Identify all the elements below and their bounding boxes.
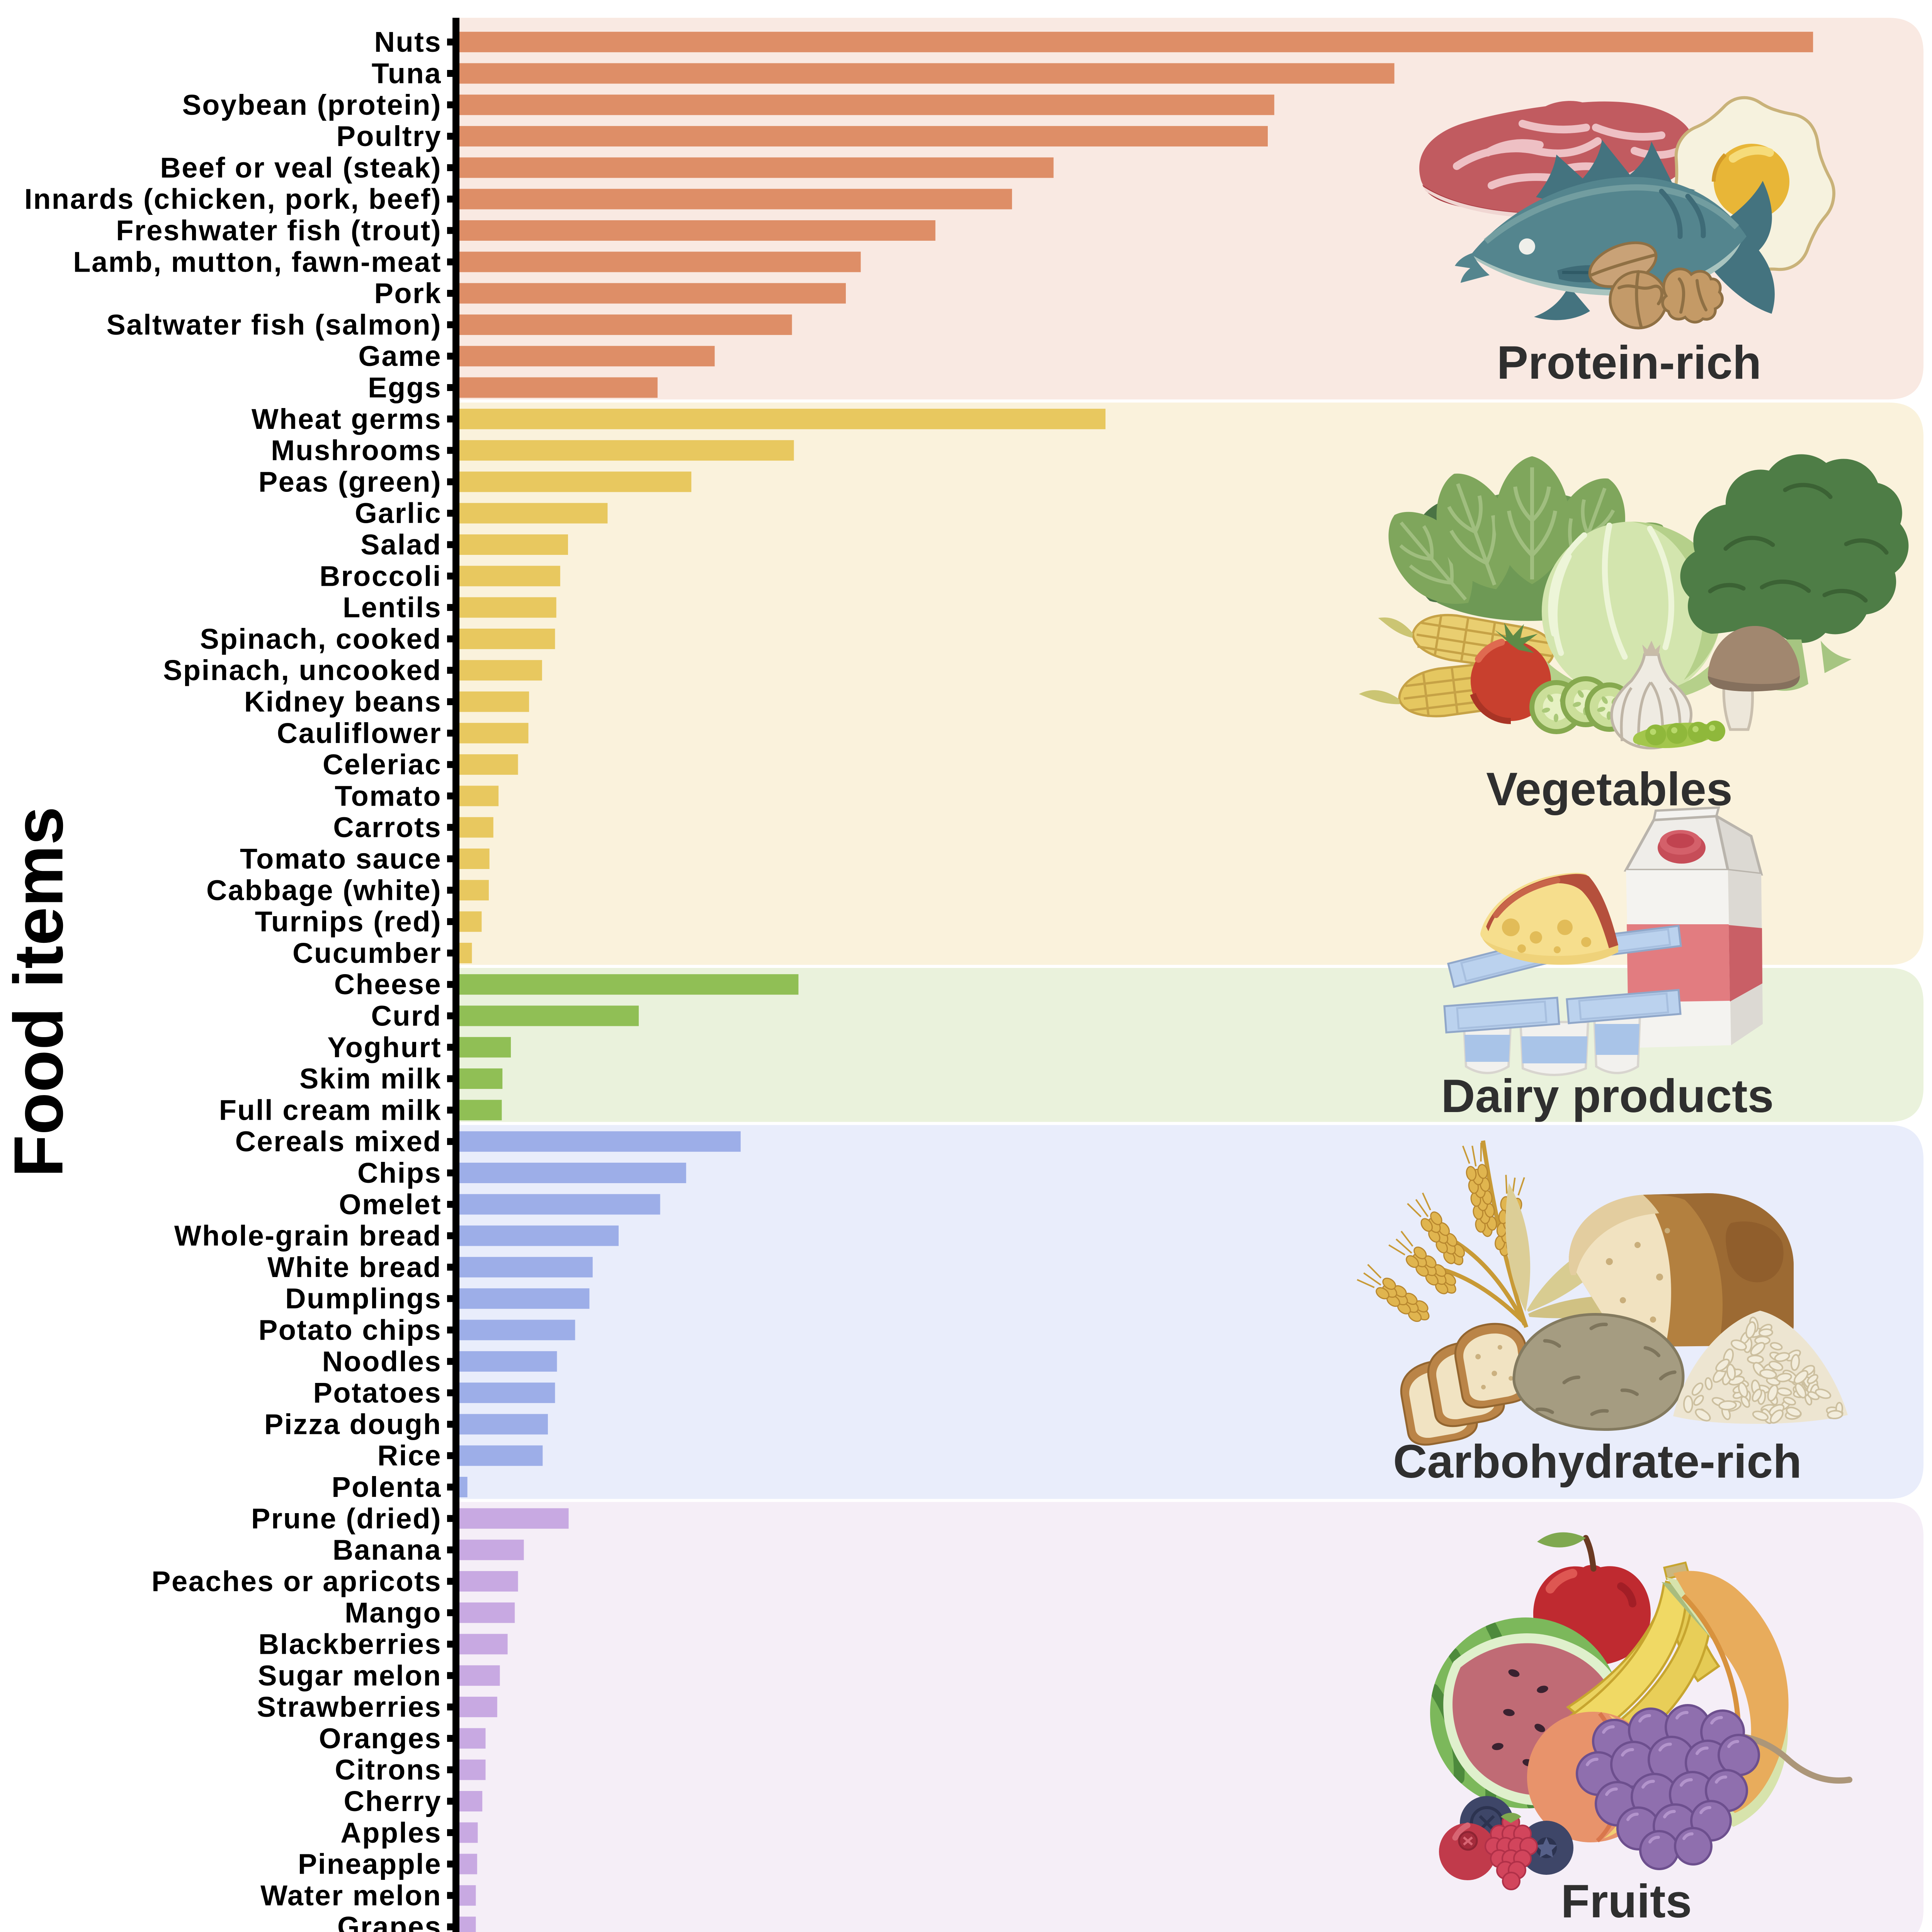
svg-text:Kidney beans: Kidney beans	[244, 686, 442, 718]
svg-text:Vegetables: Vegetables	[1486, 763, 1732, 815]
svg-text:Carrots: Carrots	[333, 811, 442, 844]
svg-text:Game: Game	[358, 340, 442, 372]
svg-text:Wheat germs: Wheat germs	[252, 403, 442, 435]
svg-text:Cucumber: Cucumber	[293, 937, 442, 969]
svg-text:Food items: Food items	[0, 806, 78, 1177]
svg-text:Cherry: Cherry	[344, 1785, 442, 1817]
svg-text:Water melon: Water melon	[260, 1879, 442, 1912]
svg-text:Grapes: Grapes	[337, 1911, 442, 1932]
svg-text:Citrons: Citrons	[335, 1754, 442, 1786]
svg-text:Eggs: Eggs	[368, 372, 442, 404]
svg-text:Prune (dried): Prune (dried)	[251, 1502, 442, 1534]
svg-text:Mango: Mango	[345, 1597, 442, 1629]
svg-text:Protein-rich: Protein-rich	[1497, 336, 1762, 389]
svg-text:Freshwater fish (trout): Freshwater fish (trout)	[116, 214, 442, 247]
svg-text:Dairy products: Dairy products	[1441, 1070, 1774, 1122]
svg-text:Oranges: Oranges	[319, 1722, 442, 1754]
svg-text:Blackberries: Blackberries	[259, 1628, 442, 1660]
svg-text:Peaches or apricots: Peaches or apricots	[151, 1565, 442, 1597]
svg-text:Pineapple: Pineapple	[298, 1848, 442, 1880]
svg-text:Banana: Banana	[333, 1534, 442, 1566]
svg-text:Yoghurt: Yoghurt	[327, 1031, 442, 1063]
svg-text:Cauliflower: Cauliflower	[277, 717, 442, 749]
svg-text:Garlic: Garlic	[355, 497, 442, 529]
svg-text:Pork: Pork	[374, 277, 442, 310]
svg-text:Carbohydrate-rich: Carbohydrate-rich	[1393, 1435, 1802, 1488]
svg-text:Skim milk: Skim milk	[299, 1063, 442, 1095]
svg-text:Chips: Chips	[357, 1157, 442, 1189]
svg-text:Mushrooms: Mushrooms	[271, 434, 442, 466]
svg-text:Tuna: Tuna	[372, 58, 442, 90]
svg-text:Tomato sauce: Tomato sauce	[240, 843, 442, 875]
svg-text:Celeriac: Celeriac	[323, 748, 442, 781]
svg-text:Broccoli: Broccoli	[320, 560, 442, 592]
svg-text:Curd: Curd	[371, 1000, 442, 1032]
svg-text:Poultry: Poultry	[337, 120, 442, 152]
svg-text:Lentils: Lentils	[343, 592, 442, 624]
svg-text:Saltwater fish (salmon): Saltwater fish (salmon)	[106, 309, 442, 341]
svg-text:Apples: Apples	[340, 1816, 442, 1849]
svg-text:Peas (green): Peas (green)	[259, 466, 442, 498]
svg-text:Lamb, mutton, fawn-meat: Lamb, mutton, fawn-meat	[73, 246, 442, 278]
svg-text:Innards (chicken, pork, beef): Innards (chicken, pork, beef)	[24, 183, 442, 215]
svg-text:Salad: Salad	[361, 529, 442, 561]
svg-text:Noodles: Noodles	[322, 1345, 442, 1378]
svg-text:Strawberries: Strawberries	[257, 1691, 442, 1723]
svg-text:Fruits: Fruits	[1561, 1875, 1692, 1927]
svg-text:Spinach, cooked: Spinach, cooked	[200, 623, 442, 655]
svg-text:Dumplings: Dumplings	[285, 1282, 442, 1315]
svg-text:Turnips (red): Turnips (red)	[255, 906, 442, 938]
svg-text:Whole-grain bread: Whole-grain bread	[174, 1220, 442, 1252]
svg-text:Polenta: Polenta	[332, 1471, 442, 1503]
svg-text:Nuts: Nuts	[374, 26, 442, 58]
svg-text:White bread: White bread	[267, 1251, 442, 1283]
svg-text:Soybean (protein): Soybean (protein)	[182, 89, 442, 121]
svg-text:Pizza dough: Pizza dough	[264, 1408, 442, 1440]
svg-text:Full cream milk: Full cream milk	[219, 1094, 442, 1126]
svg-text:Rice: Rice	[378, 1440, 442, 1472]
svg-text:Beef or veal (steak): Beef or veal (steak)	[160, 151, 442, 184]
svg-text:Cheese: Cheese	[334, 968, 442, 1000]
svg-text:Sugar melon: Sugar melon	[258, 1660, 442, 1692]
svg-text:Cereals mixed: Cereals mixed	[235, 1126, 442, 1158]
svg-text:Tomato: Tomato	[335, 780, 442, 812]
svg-text:Potatoes: Potatoes	[313, 1377, 442, 1409]
svg-text:Spinach, uncooked: Spinach, uncooked	[163, 654, 442, 686]
svg-text:Cabbage (white): Cabbage (white)	[206, 874, 442, 906]
svg-text:Potato chips: Potato chips	[259, 1314, 442, 1346]
svg-text:Omelet: Omelet	[339, 1188, 442, 1220]
